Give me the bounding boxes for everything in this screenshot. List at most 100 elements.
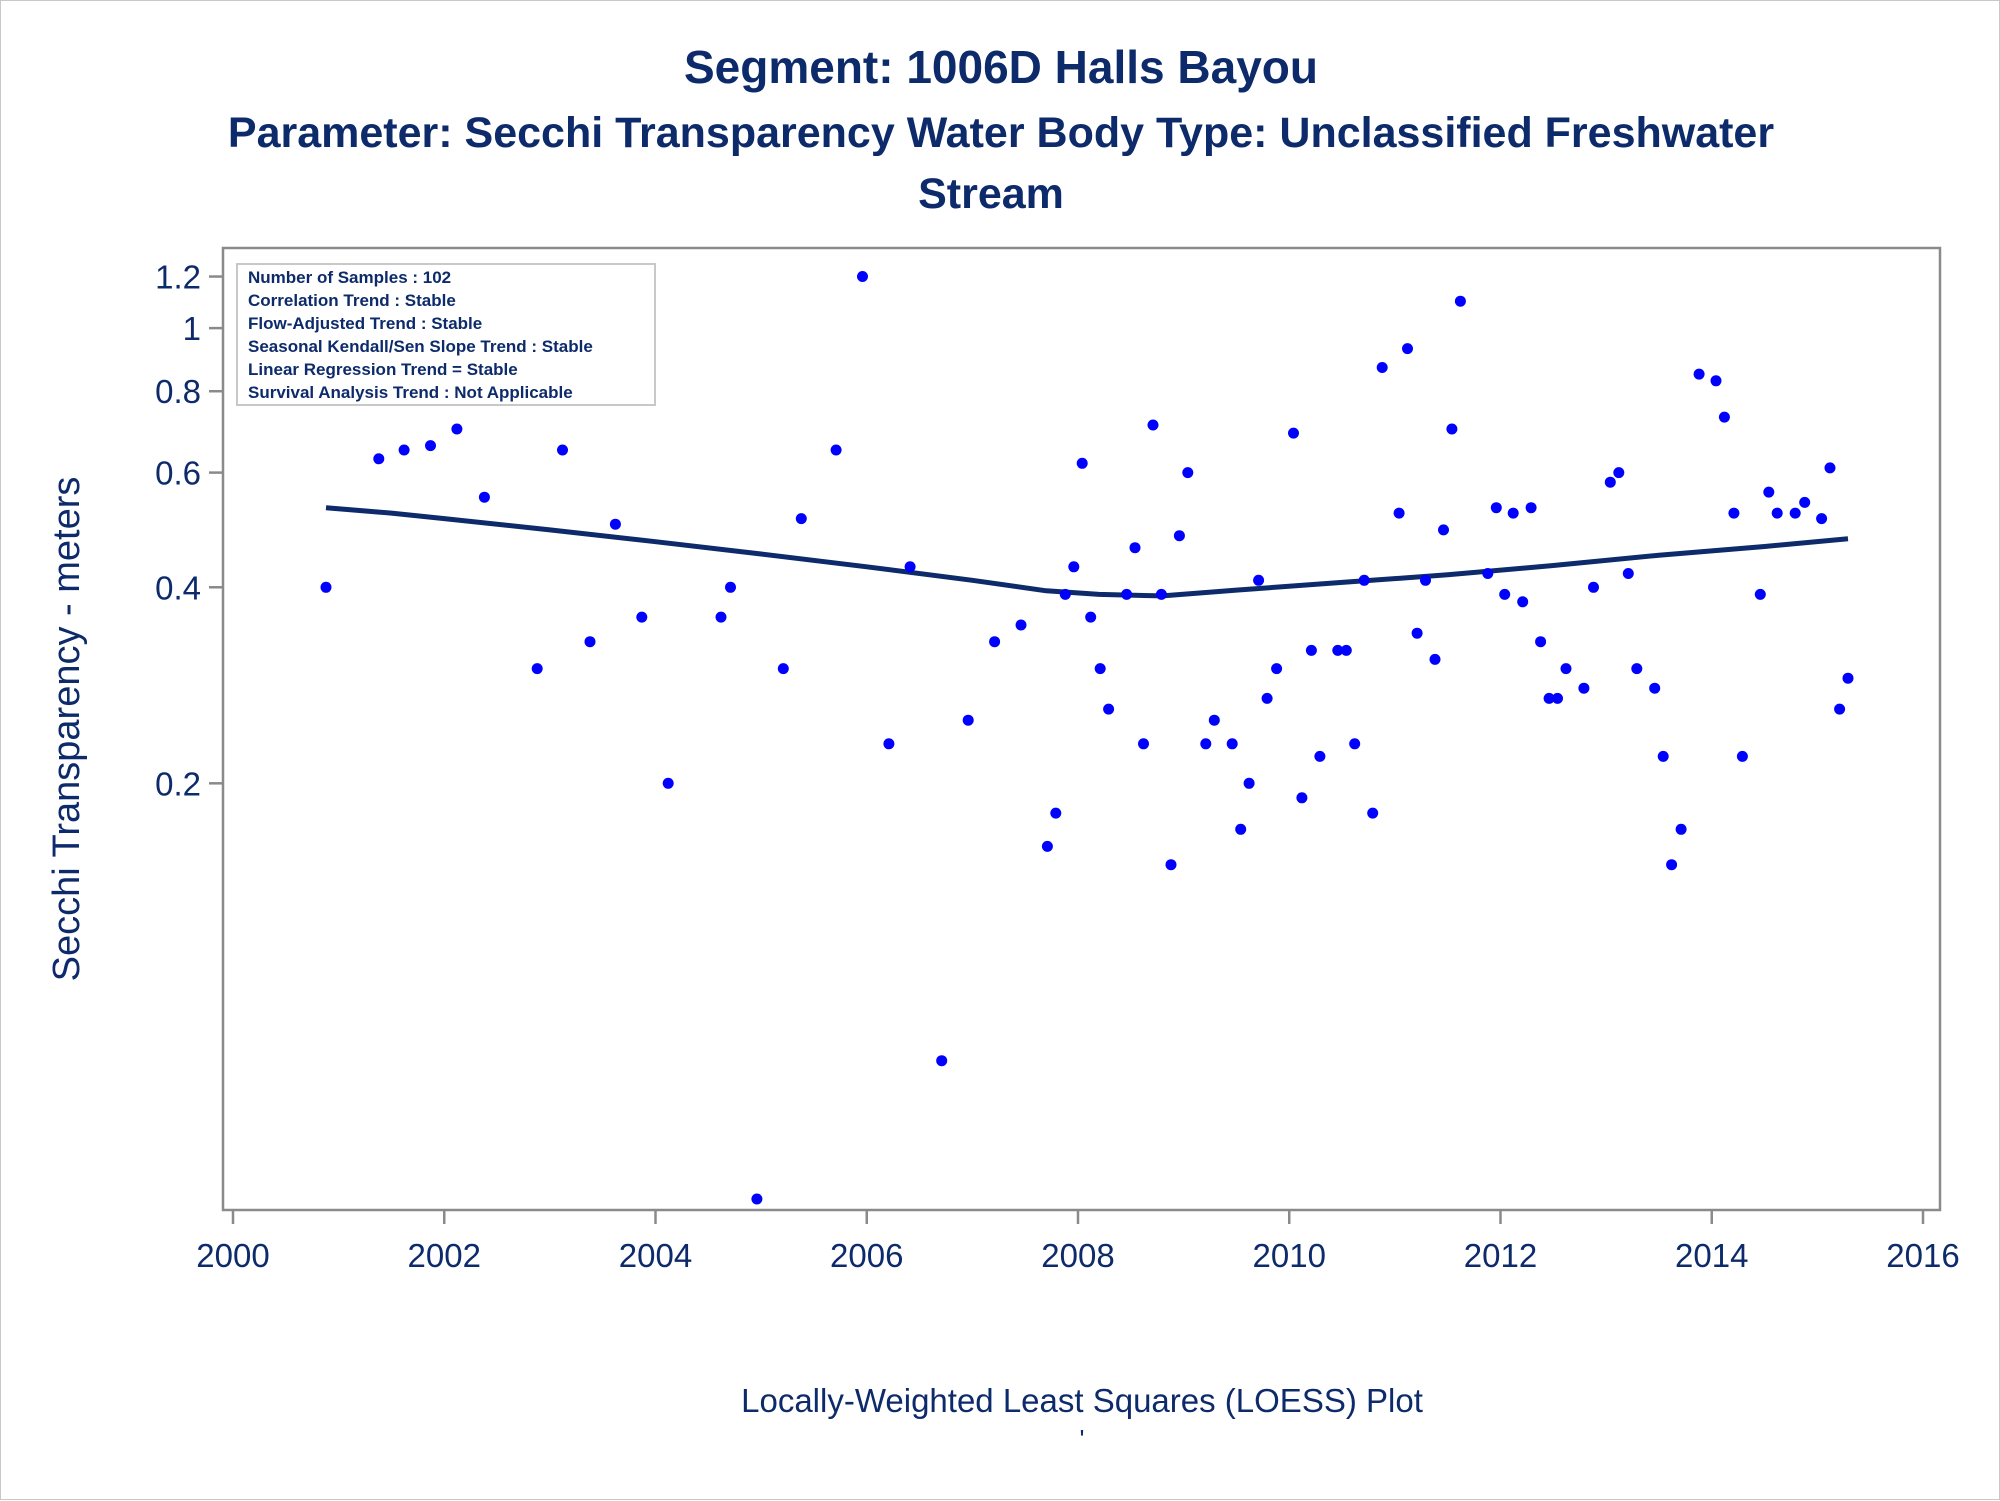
data-point [1076, 457, 1088, 469]
x-tick-label: 2000 [196, 1237, 269, 1274]
y-axis: 0.2 0.4 0.6 0.8 1 1.2 [155, 259, 223, 802]
scatter-points [320, 271, 1854, 1205]
data-point [1208, 714, 1220, 726]
loess-trend-line [325, 505, 1849, 599]
data-point [1604, 476, 1616, 488]
x-tick-label: 2010 [1253, 1237, 1326, 1274]
data-point [1578, 682, 1590, 694]
data-point [1429, 653, 1441, 665]
x-tick-label: 2016 [1886, 1237, 1959, 1274]
data-point [830, 444, 842, 456]
stats-correlation-trend: Correlation Trend : Stable [248, 291, 456, 310]
x-axis-label: Locally-Weighted Least Squares (LOESS) P… [741, 1382, 1423, 1419]
data-point [1261, 692, 1273, 704]
y-tick-label: 1.2 [155, 259, 201, 296]
data-point [795, 513, 807, 525]
data-point [1103, 703, 1115, 715]
data-point [1050, 807, 1062, 819]
stats-flow-adjusted-trend: Flow-Adjusted Trend : Stable [248, 314, 482, 333]
data-point [1332, 644, 1344, 656]
stats-linear-regression-trend: Linear Regression Trend = Stable [248, 360, 518, 379]
data-point [1552, 692, 1563, 704]
data-point [1454, 295, 1466, 307]
data-point [1288, 427, 1299, 439]
data-point [320, 581, 332, 593]
data-point [609, 518, 621, 530]
data-point [425, 440, 436, 452]
data-point [1789, 507, 1801, 519]
data-point [1560, 663, 1572, 675]
data-point [1271, 663, 1283, 675]
y-tick-label: 0.4 [155, 569, 201, 606]
data-point [373, 453, 385, 465]
data-point [1728, 507, 1740, 519]
data-point [1367, 807, 1379, 819]
data-point [1094, 663, 1106, 675]
data-point [1613, 467, 1625, 479]
y-tick-label: 0.2 [155, 765, 201, 802]
data-point [936, 1055, 948, 1067]
data-point [1376, 362, 1388, 373]
data-point [398, 444, 410, 456]
data-point [1305, 644, 1317, 656]
x-tick-label: 2006 [830, 1237, 903, 1274]
data-point [777, 663, 789, 675]
data-point [1200, 738, 1212, 750]
data-point [1693, 368, 1705, 380]
data-point [451, 423, 463, 435]
data-point [1314, 750, 1326, 762]
data-point [725, 581, 736, 593]
data-point [1129, 542, 1141, 554]
y-tick-label: 0.8 [155, 373, 201, 410]
data-point [1182, 467, 1194, 479]
y-tick-label: 1 [183, 310, 201, 347]
data-point [1147, 419, 1159, 431]
data-point [1253, 574, 1265, 586]
data-point [1226, 738, 1238, 750]
data-point [1499, 588, 1511, 600]
data-point [1155, 588, 1167, 600]
chart-title: Segment: 1006D Halls Bayou [684, 41, 1318, 93]
data-point [1165, 859, 1177, 871]
data-point [1666, 859, 1678, 871]
data-point [883, 738, 895, 750]
chart-subtitle-line-1: Parameter: Secchi Transparency Water Bod… [228, 109, 1774, 157]
data-point [1736, 750, 1748, 762]
data-point [1816, 513, 1828, 525]
y-axis-label: Secchi Transparency - meters [46, 477, 88, 982]
data-point [1349, 738, 1361, 750]
data-point [1824, 462, 1836, 474]
data-point [1358, 574, 1370, 586]
x-tick-label: 2008 [1041, 1237, 1114, 1274]
data-point [1631, 663, 1643, 675]
plot-area-frame [221, 246, 1942, 1212]
data-point [584, 636, 596, 648]
chart-subtitle-line-2: Stream [918, 170, 1064, 218]
data-point [1068, 561, 1080, 573]
y-tick-label: 0.6 [155, 455, 201, 492]
data-point [1588, 581, 1599, 593]
stats-seasonal-kendall-trend: Seasonal Kendall/Sen Slope Trend : Stabl… [248, 337, 593, 356]
data-point [1490, 502, 1502, 514]
data-point [751, 1193, 763, 1205]
data-point [1525, 502, 1537, 514]
data-point [636, 611, 648, 623]
x-tick-label: 2012 [1464, 1237, 1537, 1274]
data-point [531, 663, 543, 675]
data-point [1710, 375, 1722, 387]
data-point [1446, 423, 1458, 435]
data-point [1649, 682, 1661, 694]
data-point [1393, 507, 1405, 519]
data-point [715, 611, 727, 623]
x-tick-label: 2002 [408, 1237, 481, 1274]
data-point [1059, 588, 1071, 600]
data-point [478, 491, 490, 503]
x-tick-label: 2014 [1675, 1237, 1748, 1274]
data-point [1517, 596, 1529, 608]
x-tick-label: 2004 [619, 1237, 692, 1274]
data-point [1482, 568, 1494, 579]
stats-box-frame [236, 263, 656, 406]
footnote-mark: ' [1080, 1424, 1085, 1454]
